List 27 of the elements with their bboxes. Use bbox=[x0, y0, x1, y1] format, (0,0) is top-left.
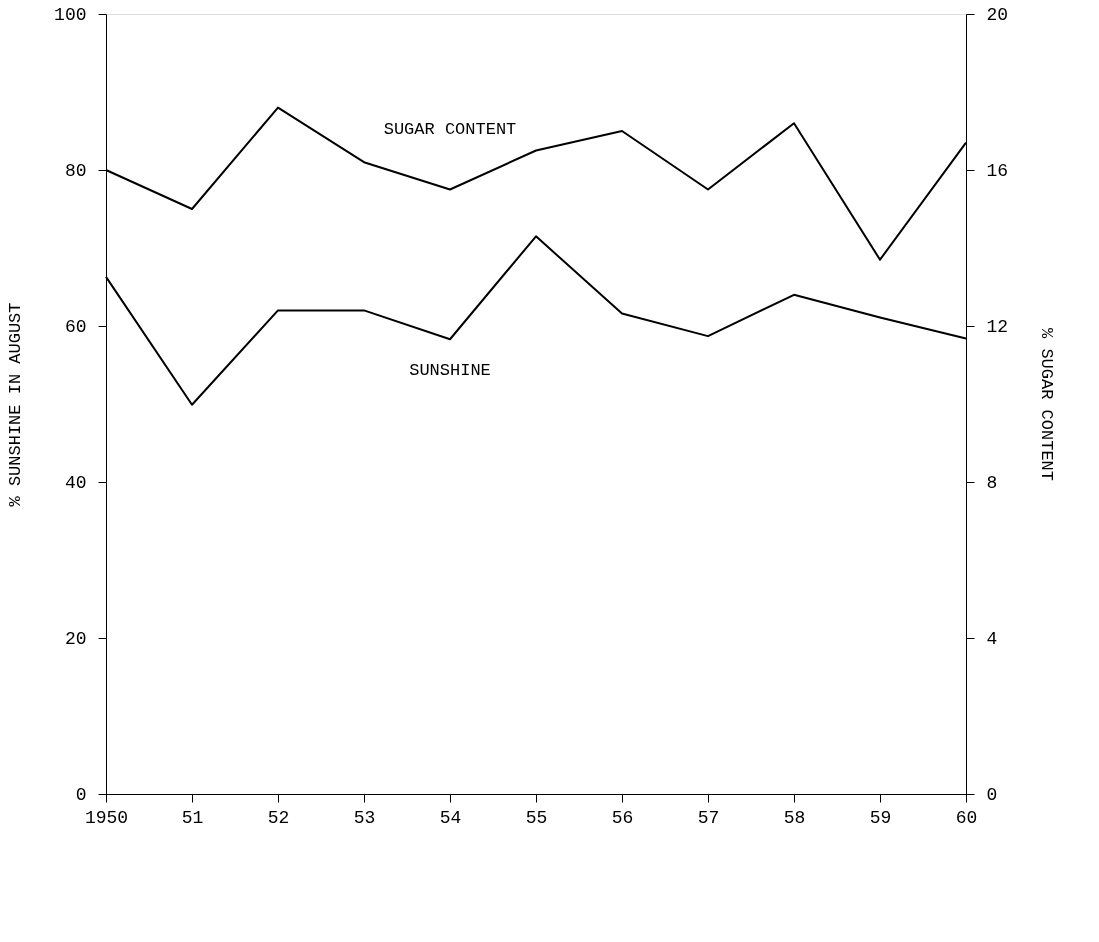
y-tick-label: 40 bbox=[64, 472, 87, 493]
y2-tick-label: 12 bbox=[986, 316, 1009, 337]
series-label: SUGAR CONTENT bbox=[383, 119, 517, 139]
y2-tick-label: 0 bbox=[986, 784, 998, 805]
x-tick-label: 57 bbox=[697, 807, 720, 828]
x-tick-label: 56 bbox=[611, 807, 634, 828]
y2-tick-label: 4 bbox=[986, 628, 998, 649]
y-tick-label: 0 bbox=[75, 784, 87, 805]
x-tick-label: 60 bbox=[955, 807, 978, 828]
x-tick-label: 58 bbox=[783, 807, 806, 828]
x-tick-label: 59 bbox=[869, 807, 892, 828]
y2-tick-label: 16 bbox=[986, 160, 1009, 181]
y-tick-label: 80 bbox=[64, 160, 87, 181]
y2-axis-title: % SUGAR CONTENT bbox=[1037, 327, 1057, 482]
x-tick-label: 1950 bbox=[84, 807, 129, 828]
x-tick-label: 53 bbox=[353, 807, 376, 828]
y-axis-title: % SUNSHINE IN AUGUST bbox=[6, 302, 26, 507]
y2-tick-label: 20 bbox=[986, 4, 1009, 25]
x-tick-label: 55 bbox=[525, 807, 548, 828]
y2-tick-label: 8 bbox=[986, 472, 998, 493]
x-tick-label: 54 bbox=[439, 807, 462, 828]
y-tick-label: 20 bbox=[64, 628, 87, 649]
y-tick-label: 100 bbox=[54, 4, 87, 25]
x-tick-label: 52 bbox=[267, 807, 290, 828]
x-tick-label: 51 bbox=[181, 807, 204, 828]
y-tick-label: 60 bbox=[64, 316, 87, 337]
series-label: SUNSHINE bbox=[409, 360, 491, 380]
